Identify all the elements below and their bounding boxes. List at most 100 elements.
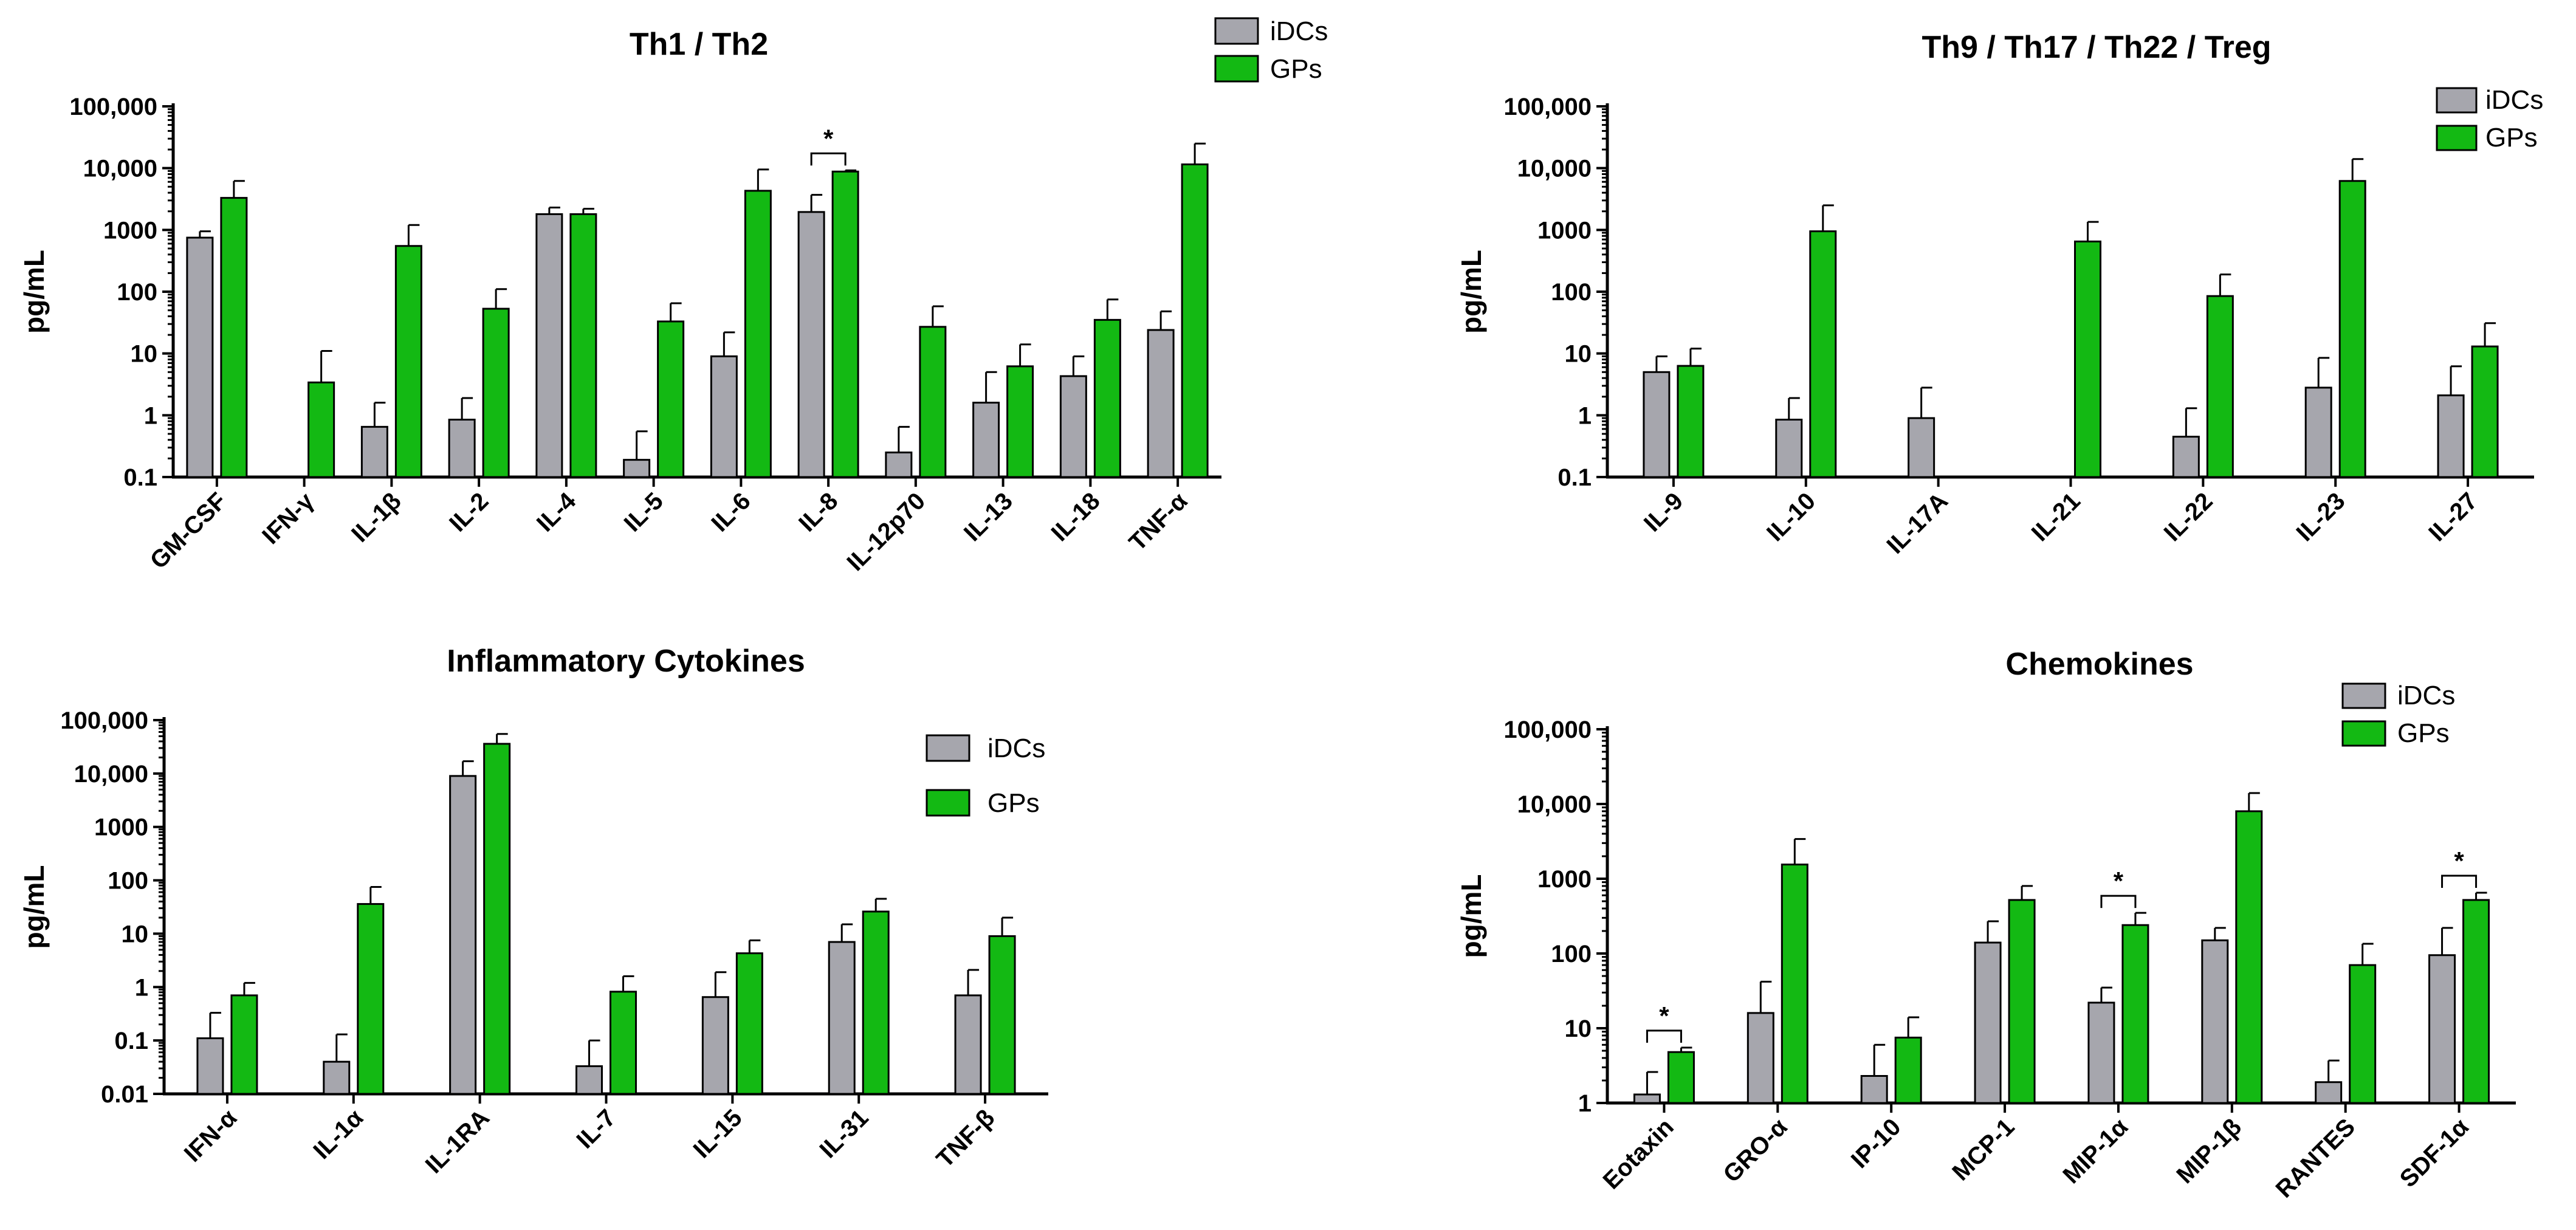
bar-idcs-7 (954, 994, 982, 1095)
legend-swatch-gps (2436, 125, 2478, 151)
x-tick-label: IP-10 (1846, 1113, 1906, 1173)
bar-gps-4 (482, 308, 510, 478)
y-tick-label: 100 (1551, 279, 1592, 306)
bar-idcs-5 (535, 213, 563, 478)
legend-label-idcs: iDCs (1270, 16, 1328, 46)
legend-swatch-idcs (2341, 682, 2386, 709)
bar-gps-7 (988, 935, 1016, 1095)
x-tick-label: IL-31 (814, 1104, 873, 1163)
chart-title: Th9 / Th17 / Th22 / Treg (1922, 30, 2271, 65)
bar-idcs-3 (1908, 417, 1935, 478)
bar-idcs-3 (1860, 1075, 1888, 1104)
x-tick-label: IL-8 (794, 487, 843, 537)
bar-gps-10 (1006, 365, 1034, 478)
legend: iDCs GPs (2436, 85, 2543, 153)
x-tick-label: MCP-1 (1947, 1113, 2019, 1186)
bar-idcs-7 (2437, 394, 2465, 478)
y-tick-label: 0.1 (123, 464, 157, 491)
legend: iDCs GPs (2341, 681, 2455, 748)
significance-bracket (2100, 895, 2137, 909)
bar-gps-2 (1809, 230, 1837, 478)
bar-idcs-2 (323, 1060, 351, 1095)
bar-gps-4 (2074, 240, 2101, 478)
bar-gps-11 (1093, 318, 1121, 478)
bar-idcs-3 (449, 775, 477, 1095)
bar-gps-1 (220, 197, 248, 478)
legend: iDCs GPs (926, 734, 1045, 818)
bar-gps-1 (1667, 1051, 1695, 1104)
x-tick-label: IL-23 (2291, 487, 2350, 546)
x-tick-label: IL-7 (571, 1104, 620, 1153)
y-tick-label: 1000 (103, 217, 157, 244)
y-tick-label: 10,000 (1517, 156, 1592, 182)
y-axis-label: pg/mL (18, 250, 50, 334)
bar-idcs-7 (2315, 1081, 2343, 1104)
legend-label-gps: GPs (2397, 718, 2450, 748)
chart-title: Th1 / Th2 (630, 27, 768, 62)
chart-panel-4: Chemokines pg/mL 1 10 100 1000 10,000 100,000 Eo… (1455, 647, 2516, 1203)
x-tick-label: RANTES (2271, 1113, 2360, 1203)
chart-panel-3: Inflammatory Cytokines pg/mL 0.01 0.1 1 10 100… (18, 644, 1048, 1179)
y-tick-label: 100 (1551, 941, 1592, 967)
significance-marker: * (2454, 847, 2464, 875)
y-tick-label: 10,000 (1517, 791, 1592, 818)
bar-idcs-1 (196, 1037, 224, 1095)
y-tick-label: 10 (131, 341, 158, 368)
bar-idcs-9 (885, 452, 913, 478)
x-tick-label: IL-22 (2159, 487, 2218, 546)
bar-gps-1 (230, 994, 258, 1095)
bar-idcs-6 (2304, 387, 2332, 478)
x-tick-label: MIP-1β (2171, 1113, 2247, 1189)
x-tick-label: IL-12p70 (842, 487, 930, 576)
y-tick-label: 100 (108, 868, 148, 895)
significance-marker: * (823, 124, 834, 153)
legend-label-gps: GPs (987, 788, 1040, 818)
legend-swatch-gps (926, 789, 970, 817)
x-tick-label: IL-15 (689, 1104, 747, 1163)
significance-marker: * (1659, 1002, 1669, 1030)
y-tick-label: 10 (1565, 341, 1592, 368)
x-tick-label: Eotaxin (1598, 1113, 1679, 1194)
bar-gps-3 (1894, 1036, 1922, 1104)
y-tick-label: 1 (1578, 1090, 1592, 1117)
bar-gps-6 (2235, 810, 2263, 1104)
significance-marker: * (2114, 867, 2124, 895)
x-tick-label: IFN-γ (257, 487, 319, 549)
x-tick-label: GM-CSF (145, 487, 232, 574)
bar-idcs-12 (1147, 329, 1175, 478)
x-tick-label: IL-2 (444, 487, 493, 537)
x-tick-label: TNF-α (1124, 487, 1193, 556)
bar-gps-3 (394, 245, 422, 478)
x-tick-label: IL-1β (346, 487, 407, 548)
bar-gps-6 (2338, 180, 2366, 478)
bar-gps-5 (735, 952, 763, 1095)
significance-bracket (1646, 1029, 1682, 1043)
y-tick-label: 10 (122, 921, 149, 947)
x-tick-label: IL-1α (308, 1104, 368, 1164)
bar-gps-9 (919, 326, 947, 478)
legend-label-idcs: iDCs (2485, 85, 2543, 115)
bar-gps-5 (2121, 924, 2149, 1104)
y-tick-label: 1000 (1537, 866, 1592, 893)
x-tick-label: IL-13 (959, 487, 1018, 546)
x-tick-label: IL-18 (1046, 487, 1105, 546)
bar-gps-8 (831, 170, 859, 478)
y-tick-label: 10 (1565, 1015, 1592, 1042)
y-tick-label: 1 (135, 974, 148, 1001)
bar-idcs-4 (1974, 941, 2002, 1104)
bar-idcs-1 (186, 236, 214, 478)
y-axis-label: pg/mL (1455, 874, 1487, 958)
bar-idcs-11 (1059, 375, 1087, 478)
x-tick-label: IL-4 (532, 487, 582, 537)
y-axis-label: pg/mL (1455, 250, 1487, 334)
legend: iDCs GPs (1214, 16, 1328, 84)
y-tick-label: 100 (117, 279, 157, 306)
legend-swatch-idcs (926, 734, 970, 762)
significance-bracket (810, 152, 847, 166)
legend-swatch-idcs (1214, 17, 1259, 45)
bar-gps-2 (1781, 864, 1808, 1104)
y-tick-label: 1000 (94, 814, 148, 841)
y-tick-label: 100,000 (69, 94, 157, 120)
